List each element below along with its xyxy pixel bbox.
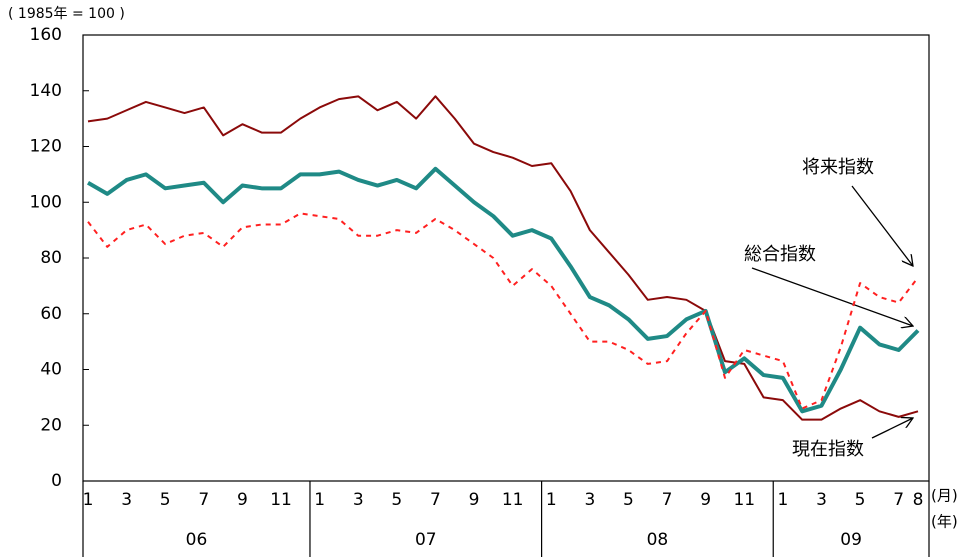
x-tick-label: 3 [121, 490, 132, 510]
x-tick-label: 3 [353, 490, 364, 510]
series-label: 現在指数 [792, 439, 864, 460]
y-tick-label: 0 [51, 471, 62, 491]
x-tick-label: 5 [623, 490, 634, 510]
x-tick-label: 1 [314, 490, 325, 510]
x-tick-label: 5 [855, 490, 866, 510]
x-unit: (月) [931, 487, 958, 505]
x-tick-label: 9 [700, 490, 711, 510]
x-tick-label: 11 [270, 490, 292, 510]
x-tick-label: 7 [893, 490, 904, 510]
series-line [86, 166, 920, 414]
x-tick-label: 9 [237, 490, 248, 510]
x-tick-label: 7 [430, 490, 441, 510]
x-tick-label: 1 [546, 490, 557, 510]
year-label: 09 [840, 530, 862, 550]
x-tick-label: 7 [662, 490, 673, 510]
year-label: 06 [186, 530, 208, 550]
y-tick-label: 120 [30, 137, 62, 157]
x-tick-label: 9 [469, 490, 480, 510]
x-tick-label: 11 [733, 490, 755, 510]
x-tick-label: 8 [913, 490, 924, 510]
year-label: 07 [415, 530, 437, 550]
year-label: 08 [647, 530, 669, 550]
x-tick-label: 3 [816, 490, 827, 510]
x-unit: (年) [931, 513, 958, 531]
y-tick-label: 100 [30, 192, 62, 212]
x-tick-label: 3 [584, 490, 595, 510]
arrow [751, 267, 913, 326]
x-tick-label: 5 [160, 490, 171, 510]
x-tick-label: 7 [198, 490, 209, 510]
unit-label: ( 1985年 = 100 ) [8, 6, 125, 22]
x-tick-label: 11 [502, 490, 524, 510]
y-tick-label: 160 [30, 25, 62, 45]
series-label: 総合指数 [744, 244, 816, 265]
y-tick-label: 60 [40, 304, 62, 324]
arrow [851, 185, 913, 266]
x-tick-label: 5 [391, 490, 402, 510]
x-tick-label: 1 [777, 490, 788, 510]
series-line [87, 95, 919, 421]
series-line [87, 212, 919, 410]
y-tick-label: 140 [30, 81, 62, 101]
y-tick-label: 40 [40, 360, 62, 380]
x-tick-label: 1 [83, 490, 94, 510]
arrow [871, 418, 913, 439]
series-label: 将来指数 [802, 157, 874, 178]
y-tick-label: 80 [40, 248, 62, 268]
y-tick-label: 20 [40, 415, 62, 435]
